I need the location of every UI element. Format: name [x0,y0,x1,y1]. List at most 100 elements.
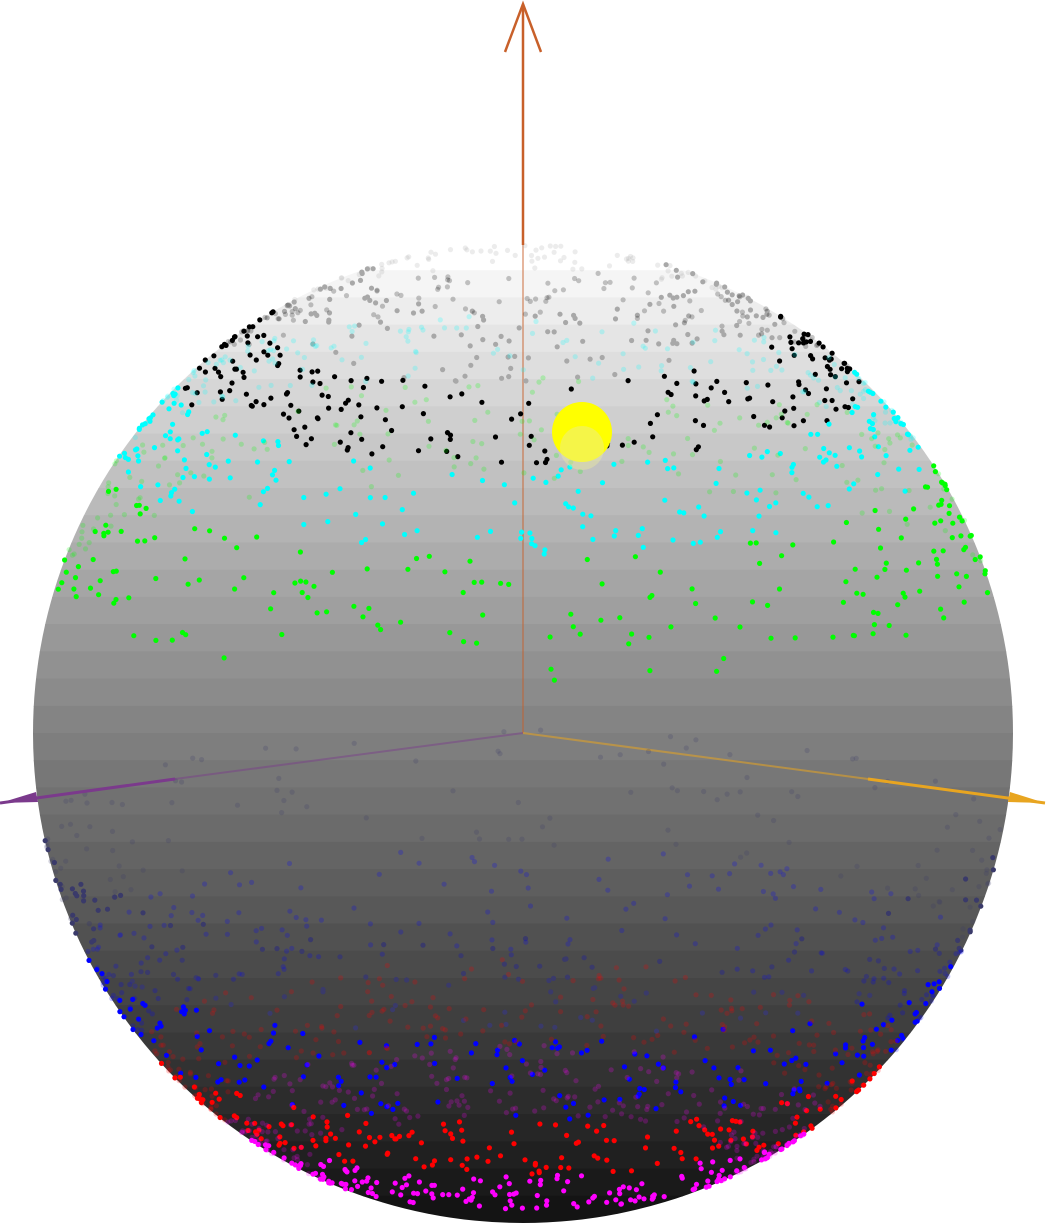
point [337,954,343,960]
point [180,1056,186,1062]
point [931,981,937,987]
point [909,442,915,448]
point [685,331,691,338]
point [898,535,904,541]
point [479,441,485,447]
point [195,976,201,982]
point [739,309,746,315]
point [324,307,330,313]
point [481,1007,487,1013]
point [145,969,151,976]
point [754,1021,760,1027]
point [298,885,304,891]
point [242,1077,248,1083]
point [473,455,479,461]
point [947,959,953,965]
point [805,1093,812,1100]
point [81,893,87,899]
point [450,1065,456,1071]
point [442,1027,448,1033]
point [429,1162,435,1168]
point [171,386,177,392]
point [853,755,859,761]
point [318,917,324,923]
point [916,466,922,472]
point [220,417,226,423]
point [645,459,651,465]
point [826,421,832,427]
point [855,477,861,483]
point [134,538,141,544]
point [843,380,850,386]
point [213,1111,219,1117]
point [890,409,896,415]
point [369,451,375,457]
point [692,1186,698,1192]
point [673,322,679,328]
point [381,942,387,948]
point [867,389,873,395]
point [577,468,583,475]
point [963,876,969,882]
point [722,297,728,303]
point [691,1092,697,1099]
point [689,340,695,346]
point [318,1130,324,1136]
point [533,460,540,466]
point [225,339,231,345]
point [465,1104,471,1110]
point [277,1134,283,1140]
point [790,461,797,468]
point [154,1025,160,1031]
point [842,966,848,973]
point [447,436,453,442]
point [888,1047,894,1053]
point [861,1053,867,1059]
point [736,293,742,299]
point [237,1092,243,1099]
point [416,860,422,866]
point [869,1070,875,1076]
point [521,470,527,476]
point [131,930,137,936]
point [118,892,124,899]
point [826,355,832,361]
point [406,1173,412,1179]
point [716,1075,722,1081]
point [152,988,158,994]
point [374,405,380,411]
point [69,920,75,926]
point [489,258,496,264]
point [936,898,942,905]
point [167,436,173,442]
point [870,415,877,421]
point [693,1181,700,1187]
point [420,942,426,948]
point [693,992,699,998]
point [809,968,815,974]
point [851,481,857,487]
point [95,944,102,950]
point [337,439,343,445]
point [329,1099,335,1105]
point [447,931,453,937]
point [103,975,109,981]
point [329,569,335,575]
point [255,1141,261,1148]
point [867,956,873,963]
point [202,1087,208,1093]
point [577,631,583,637]
point [816,1084,822,1090]
point [755,1039,761,1045]
point [479,477,486,484]
point [361,1107,367,1113]
point [977,818,983,824]
point [866,418,872,424]
point [104,978,110,985]
point [584,556,590,563]
point [187,1071,193,1077]
point [200,383,207,389]
point [734,1155,740,1161]
point [342,1186,348,1192]
point [499,1022,505,1028]
